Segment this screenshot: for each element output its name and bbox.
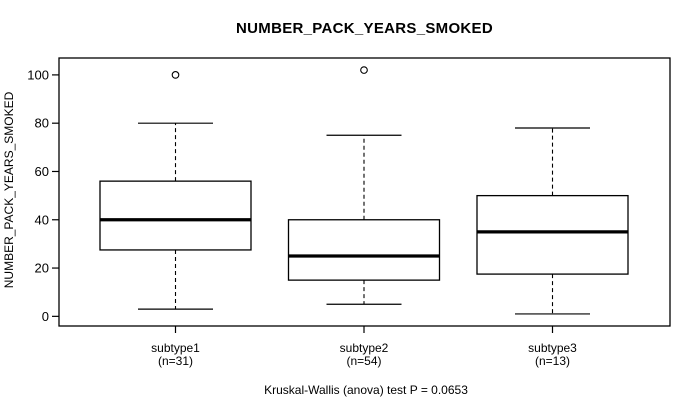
category-label-subtype2: subtype2: [340, 341, 389, 355]
chart-title: NUMBER_PACK_YEARS_SMOKED: [236, 20, 493, 37]
plot-area: 0 20 40 60 80 100 subtype1(n=31) subtype2(n=54)…: [27, 57, 671, 368]
outlier-point-subtype1: [171, 71, 180, 79]
category-label-subtype1: subtype1: [151, 341, 200, 355]
y-tick-label: 40: [35, 212, 49, 227]
outlier-point-subtype2: [360, 66, 368, 74]
iqr-box-subtype3: [476, 194, 629, 275]
y-axis-label: NUMBER_PACK_YEARS_SMOKED: [2, 91, 16, 288]
category-count-label-subtype3: (n=13): [535, 354, 570, 368]
y-tick-label: 100: [27, 67, 49, 82]
y-tick-label: 80: [35, 116, 49, 131]
category-label-subtype3: subtype3: [528, 341, 577, 355]
y-tick-label: 60: [35, 164, 49, 179]
iqr-box-subtype1: [99, 180, 252, 251]
y-tick-label: 0: [42, 309, 49, 324]
stat-test-caption: Kruskal-Wallis (anova) test P = 0.0653: [264, 383, 468, 397]
category-count-label-subtype2: (n=54): [346, 354, 381, 368]
iqr-box-subtype2: [287, 219, 441, 281]
y-tick-label: 20: [35, 261, 49, 276]
category-count-label-subtype1: (n=31): [158, 354, 193, 368]
